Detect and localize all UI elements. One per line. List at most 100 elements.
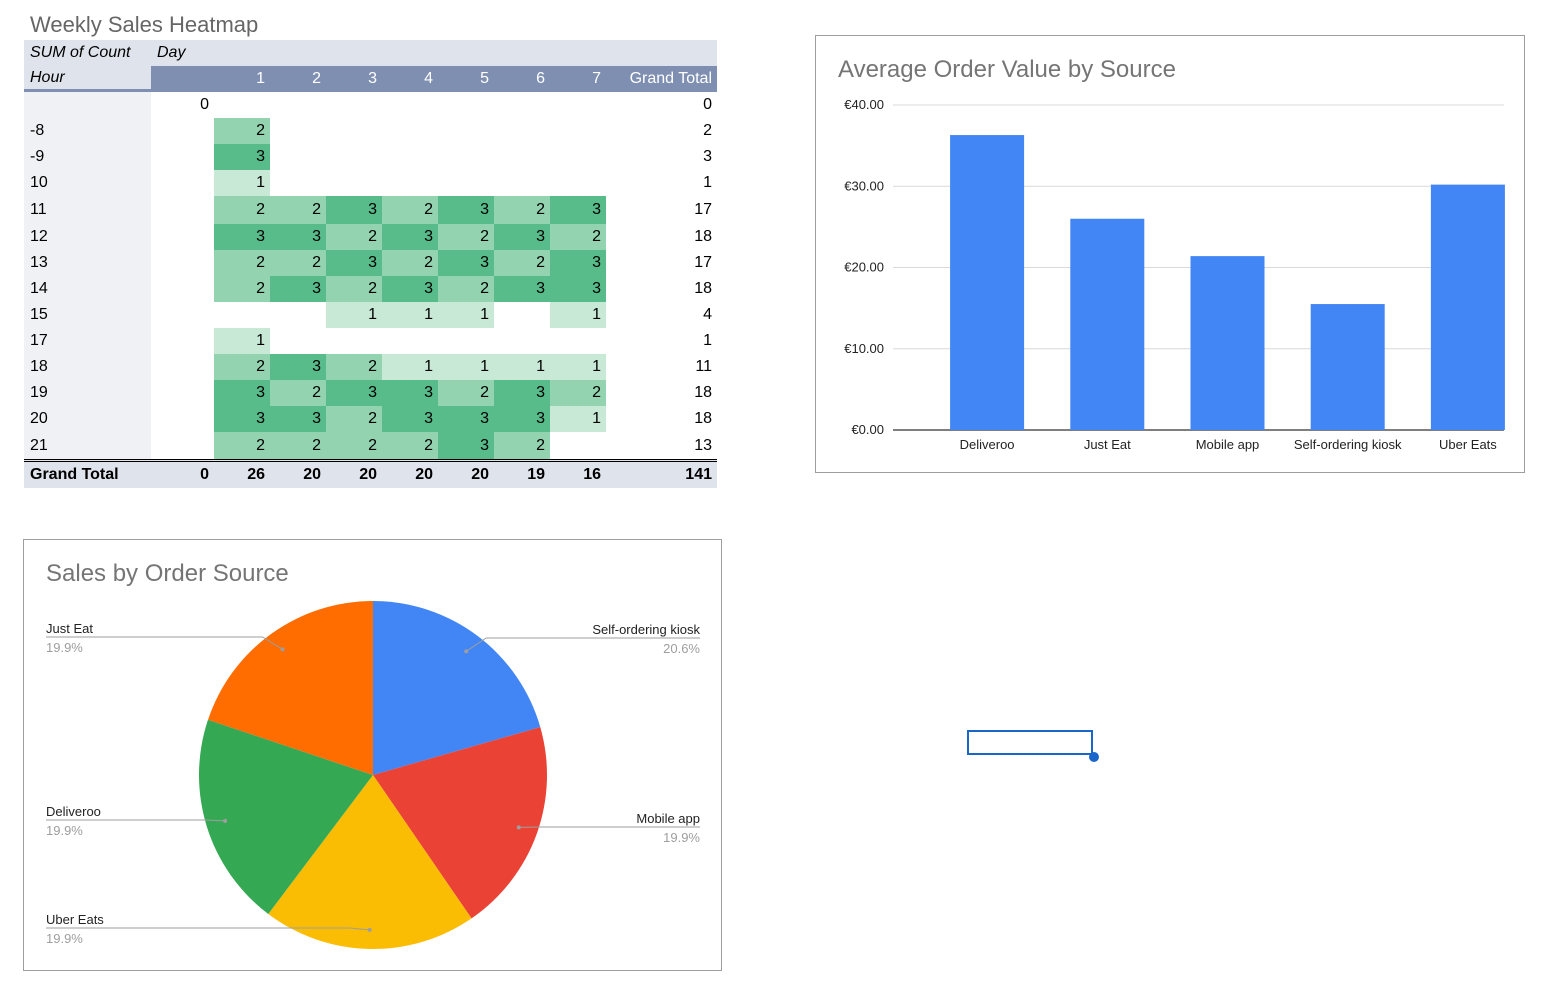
heat-cell[interactable] <box>270 118 326 144</box>
row-total-cell[interactable]: 1 <box>703 174 712 191</box>
heat-cell[interactable]: 3 <box>382 380 438 406</box>
heat-cell[interactable] <box>494 328 550 354</box>
heat-cell[interactable] <box>151 144 214 170</box>
heat-cell[interactable]: 2 <box>214 276 270 302</box>
heat-cell[interactable] <box>151 276 214 302</box>
heat-cell[interactable] <box>326 144 382 170</box>
heat-cell[interactable]: 3 <box>494 224 550 250</box>
column-header[interactable] <box>151 66 214 92</box>
row-label[interactable]: 12 <box>24 224 151 250</box>
fill-handle[interactable] <box>1089 752 1099 762</box>
grand-total-cell[interactable]: 20 <box>415 466 433 483</box>
heat-cell[interactable]: 2 <box>382 250 438 276</box>
heat-cell[interactable]: 2 <box>326 224 382 250</box>
row-label[interactable] <box>24 92 151 118</box>
grand-total-cell[interactable]: 0 <box>200 466 209 483</box>
row-field-label[interactable]: Hour <box>24 66 151 92</box>
value-label[interactable]: SUM of Count <box>30 44 131 61</box>
heat-cell[interactable]: 3 <box>494 380 550 406</box>
pie-slice[interactable] <box>373 601 541 775</box>
heat-cell[interactable] <box>382 92 438 118</box>
pie-slice[interactable] <box>198 719 373 914</box>
heat-cell[interactable]: 3 <box>270 276 326 302</box>
pie-slice[interactable] <box>373 727 547 919</box>
heat-cell[interactable]: 3 <box>326 196 382 224</box>
heat-cell[interactable] <box>151 432 214 459</box>
grand-total-cell[interactable]: 20 <box>359 466 377 483</box>
grand-total-cell[interactable]: 20 <box>471 466 489 483</box>
row-total-cell[interactable]: 18 <box>694 280 712 297</box>
heat-cell[interactable] <box>438 144 494 170</box>
heat-cell[interactable] <box>270 144 326 170</box>
heat-cell[interactable]: 2 <box>382 432 438 459</box>
heat-cell[interactable] <box>326 328 382 354</box>
grand-total-cell[interactable]: 16 <box>583 466 601 483</box>
heat-cell[interactable] <box>151 302 214 328</box>
heat-cell[interactable] <box>326 170 382 196</box>
heat-cell[interactable]: 2 <box>326 354 382 380</box>
heat-cell[interactable] <box>382 144 438 170</box>
row-total-cell[interactable]: 18 <box>694 384 712 401</box>
row-label[interactable]: 20 <box>24 406 151 432</box>
bar[interactable] <box>1430 184 1505 430</box>
row-label[interactable]: 10 <box>24 170 151 196</box>
heat-cell[interactable]: 2 <box>214 432 270 459</box>
column-header[interactable]: 6 <box>494 66 550 92</box>
heat-cell[interactable]: 1 <box>550 354 606 380</box>
pie-chart-card[interactable]: Sales by Order Source Self-ordering kios… <box>23 539 722 971</box>
column-header[interactable]: 5 <box>438 66 494 92</box>
heat-cell[interactable] <box>550 144 606 170</box>
heat-cell[interactable] <box>494 118 550 144</box>
heat-cell[interactable]: 2 <box>326 432 382 459</box>
heat-cell[interactable] <box>151 354 214 380</box>
heat-cell[interactable]: 3 <box>214 406 270 432</box>
heat-cell[interactable]: 3 <box>438 406 494 432</box>
row-label[interactable]: 15 <box>24 302 151 328</box>
column-header[interactable]: 1 <box>214 66 270 92</box>
grand-total-cell[interactable]: 19 <box>527 466 545 483</box>
column-field-label[interactable]: Day <box>157 44 186 61</box>
heat-cell[interactable]: 1 <box>438 302 494 328</box>
heat-cell[interactable]: 2 <box>438 224 494 250</box>
heat-cell[interactable] <box>270 170 326 196</box>
row-label[interactable]: 14 <box>24 276 151 302</box>
heat-cell[interactable]: 2 <box>494 432 550 459</box>
column-header[interactable]: 2 <box>270 66 326 92</box>
heat-cell[interactable] <box>438 118 494 144</box>
row-label[interactable]: 13 <box>24 250 151 276</box>
row-label[interactable]: 11 <box>24 196 151 224</box>
heat-cell[interactable] <box>494 302 550 328</box>
heat-cell[interactable]: 2 <box>494 250 550 276</box>
heat-cell[interactable]: 2 <box>214 250 270 276</box>
heat-cell[interactable]: 2 <box>438 380 494 406</box>
heat-cell[interactable]: 3 <box>270 406 326 432</box>
row-total-cell[interactable]: 3 <box>703 148 712 165</box>
heat-cell[interactable]: 3 <box>494 276 550 302</box>
heat-cell[interactable] <box>214 302 270 328</box>
row-label[interactable]: 18 <box>24 354 151 380</box>
row-label[interactable]: -9 <box>24 144 151 170</box>
heat-cell[interactable]: 2 <box>326 406 382 432</box>
heat-cell[interactable]: 3 <box>326 250 382 276</box>
bar[interactable] <box>1190 256 1265 430</box>
heat-cell[interactable] <box>151 224 214 250</box>
row-total-cell[interactable]: 11 <box>695 358 712 375</box>
bar[interactable] <box>1310 304 1385 430</box>
grand-total-value[interactable]: 141 <box>685 466 712 483</box>
heat-cell[interactable]: 2 <box>382 196 438 224</box>
row-label[interactable]: -8 <box>24 118 151 144</box>
heat-cell[interactable] <box>326 92 382 118</box>
heat-cell[interactable] <box>494 170 550 196</box>
heat-cell[interactable] <box>438 170 494 196</box>
heat-cell[interactable] <box>151 328 214 354</box>
heat-cell[interactable]: 3 <box>270 354 326 380</box>
heat-cell[interactable] <box>270 92 326 118</box>
heat-cell[interactable]: 2 <box>550 380 606 406</box>
pie-slice[interactable] <box>207 601 373 775</box>
heat-cell[interactable]: 0 <box>200 96 209 113</box>
bar[interactable] <box>950 135 1025 430</box>
heat-cell[interactable]: 2 <box>214 354 270 380</box>
heat-cell[interactable]: 3 <box>214 380 270 406</box>
heat-cell[interactable] <box>270 328 326 354</box>
heat-cell[interactable]: 2 <box>214 118 270 144</box>
